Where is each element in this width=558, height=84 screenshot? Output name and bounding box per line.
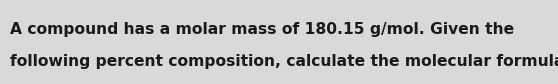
- Text: following percent composition, calculate the molecular formula:: following percent composition, calculate…: [10, 54, 558, 69]
- Text: A compound has a molar mass of 180.15 g/mol. Given the: A compound has a molar mass of 180.15 g/…: [10, 22, 514, 37]
